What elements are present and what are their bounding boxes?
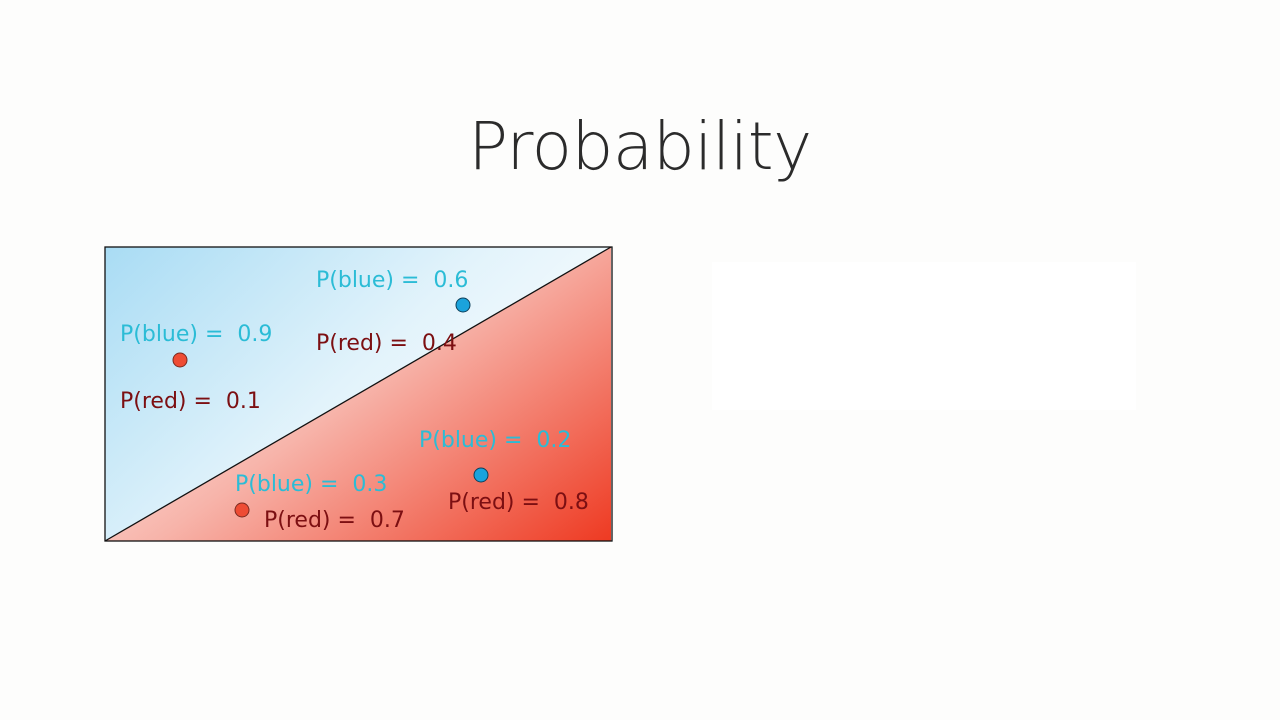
p-red-label: P(red) = 0.4 bbox=[316, 331, 457, 356]
p-blue-label: P(blue) = 0.9 bbox=[120, 322, 272, 347]
red-point bbox=[234, 502, 250, 518]
point-group: P(blue) = 0.6 P(red) = 0.4 bbox=[316, 268, 471, 356]
p-red-label: P(red) = 0.7 bbox=[264, 508, 405, 533]
point-group: P(blue) = 0.2 P(red) = 0.8 bbox=[419, 428, 589, 515]
p-red-label: P(red) = 0.8 bbox=[448, 490, 589, 515]
point-group: P(blue) = 0.3 P(red) = 0.7 bbox=[234, 472, 405, 533]
decision-boundary bbox=[104, 246, 612, 542]
probability-diagram: P(blue) = 0.9 P(red) = 0.1 P(blue) = 0.6… bbox=[104, 246, 613, 542]
blue-point bbox=[455, 297, 471, 313]
slide-title: Probability bbox=[468, 108, 812, 185]
point-group: P(blue) = 0.9 P(red) = 0.1 bbox=[120, 322, 272, 414]
p-blue-label: P(blue) = 0.6 bbox=[316, 268, 468, 293]
p-blue-label: P(blue) = 0.3 bbox=[235, 472, 387, 497]
p-blue-label: P(blue) = 0.2 bbox=[419, 428, 571, 453]
diagram-border bbox=[104, 246, 613, 542]
red-point bbox=[172, 352, 188, 368]
p-red-label: P(red) = 0.1 bbox=[120, 389, 261, 414]
blue-point bbox=[473, 467, 489, 483]
blank-panel bbox=[712, 262, 1136, 410]
